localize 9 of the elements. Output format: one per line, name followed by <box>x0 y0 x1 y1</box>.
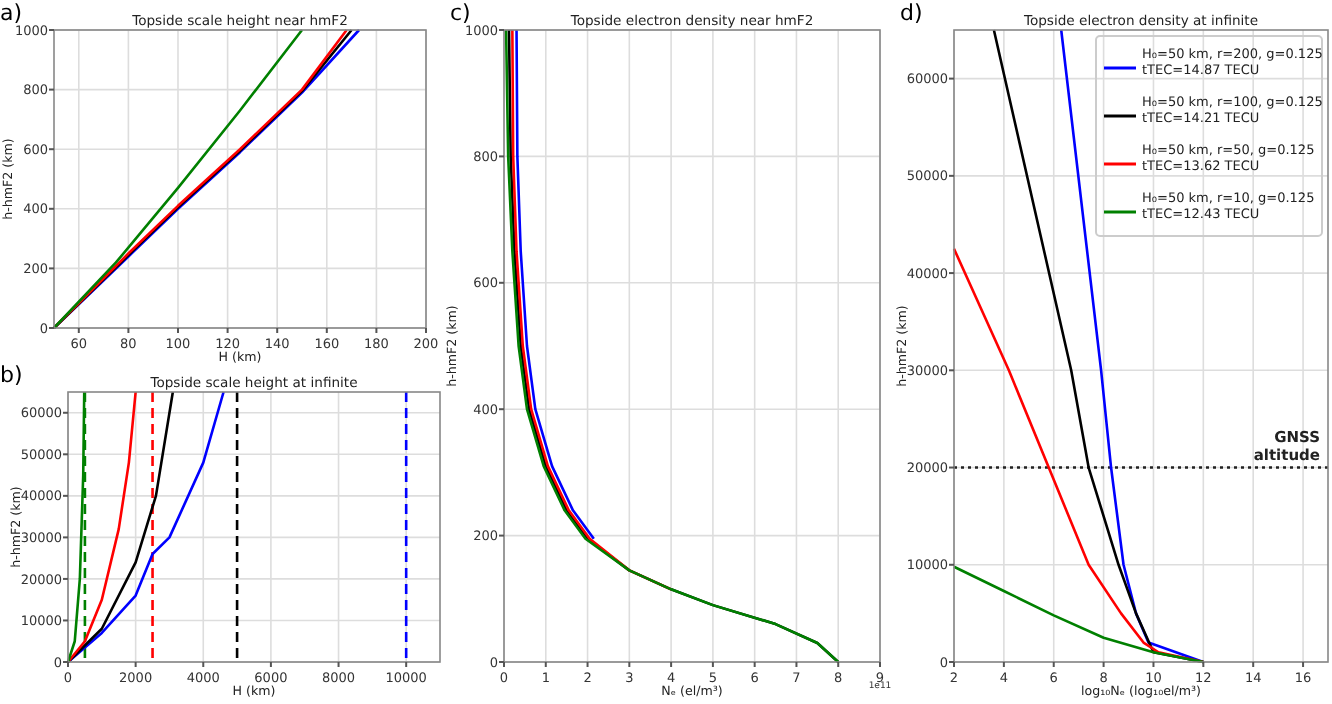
line-series <box>952 565 1205 664</box>
text: d) <box>900 0 923 26</box>
text: b) <box>0 362 23 388</box>
line-series <box>515 28 596 541</box>
text: c) <box>450 0 471 26</box>
line-series <box>66 390 137 664</box>
line-series <box>66 390 225 664</box>
text: a) <box>0 0 23 26</box>
line-series <box>952 247 1205 664</box>
